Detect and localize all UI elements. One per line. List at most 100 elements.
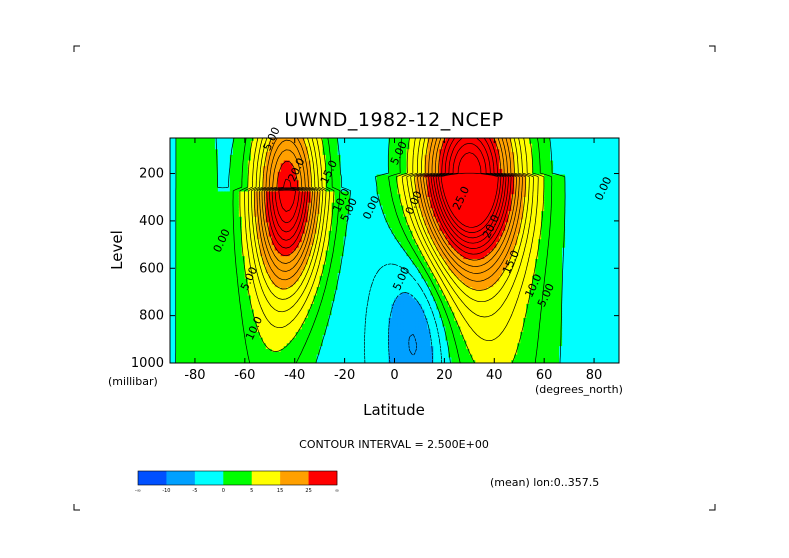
field-cell [199, 236, 204, 240]
field-cell [187, 250, 192, 254]
field-cell [190, 292, 195, 297]
field-cell [170, 306, 174, 311]
field-cell [199, 244, 204, 249]
field-cell [274, 261, 279, 266]
field-cell [271, 194, 276, 198]
field-cell [211, 326, 216, 330]
field-cell [172, 326, 177, 330]
field-cell [259, 258, 264, 263]
field-cell [190, 199, 195, 204]
field-cell [181, 185, 186, 190]
field-cell [187, 264, 192, 268]
field-cell [274, 174, 279, 178]
field-cell [223, 213, 228, 218]
field-cell [178, 140, 183, 145]
field-cell [274, 264, 279, 268]
field-cell [178, 171, 183, 176]
field-cell [226, 185, 231, 190]
field-cell [256, 194, 261, 198]
field-cell [223, 340, 228, 344]
field-cell [178, 152, 183, 156]
field-cell [199, 208, 204, 212]
field-cell [202, 281, 207, 285]
field-cell [202, 160, 207, 164]
field-cell [277, 202, 282, 207]
field-cell [259, 194, 264, 198]
field-cell [232, 174, 237, 178]
field-cell [244, 270, 249, 274]
field-cell [217, 211, 222, 215]
field-cell [170, 258, 174, 263]
field-cell [217, 357, 222, 361]
field-cell [211, 219, 216, 223]
field-cell [271, 199, 276, 204]
field-cell [274, 292, 279, 297]
field-cell [181, 351, 186, 356]
field-cell [181, 354, 186, 358]
field-cell [250, 143, 255, 148]
field-cell [256, 337, 261, 342]
field-cell [223, 343, 228, 347]
field-cell [223, 292, 228, 297]
field-cell [208, 337, 213, 342]
field-cell [223, 225, 228, 229]
field-cell [220, 171, 225, 176]
field-cell [256, 213, 261, 218]
field-cell [268, 340, 273, 344]
field-cell [277, 275, 282, 280]
field-cell [247, 168, 252, 173]
field-cell [196, 346, 201, 350]
field-cell [220, 233, 225, 238]
field-cell [253, 295, 258, 299]
field-cell [259, 315, 264, 319]
field-cell [184, 284, 189, 288]
field-cell [193, 239, 198, 243]
field-cell [262, 351, 267, 356]
field-cell [208, 329, 213, 333]
field-cell [268, 329, 273, 333]
field-cell [214, 312, 219, 316]
field-cell [170, 197, 174, 201]
field-cell [217, 202, 222, 207]
field-cell [280, 244, 285, 249]
field-cell [205, 244, 210, 249]
field-cell [241, 140, 246, 145]
field-cell [208, 295, 213, 299]
field-cell [229, 295, 234, 299]
field-cell [271, 326, 276, 330]
field-cell [208, 191, 213, 195]
field-cell [223, 278, 228, 283]
field-cell [175, 211, 180, 215]
field-cell [271, 256, 276, 260]
field-cell [232, 354, 237, 358]
field-cell [238, 292, 243, 297]
field-cell [217, 267, 222, 271]
field-cell [271, 348, 276, 353]
field-cell [229, 332, 234, 336]
field-cell [259, 284, 264, 288]
field-cell [170, 354, 174, 358]
field-cell [199, 185, 204, 190]
field-cell [202, 146, 207, 150]
field-cell [226, 242, 231, 246]
field-cell [229, 213, 234, 218]
field-cell [178, 197, 183, 201]
field-cell [226, 225, 231, 229]
field-cell [256, 326, 261, 330]
field-cell [250, 191, 255, 195]
field-cell [226, 261, 231, 266]
field-cell [250, 225, 255, 229]
field-cell [199, 138, 204, 142]
field-cell [283, 267, 288, 271]
field-cell [199, 320, 204, 325]
field-cell [199, 166, 204, 170]
field-cell [250, 326, 255, 330]
field-cell [205, 168, 210, 173]
field-cell [283, 166, 288, 170]
field-cell [175, 191, 180, 195]
field-cell [277, 303, 282, 308]
field-cell [253, 332, 258, 336]
field-cell [283, 228, 288, 232]
field-cell [211, 357, 216, 361]
field-cell [199, 292, 204, 297]
